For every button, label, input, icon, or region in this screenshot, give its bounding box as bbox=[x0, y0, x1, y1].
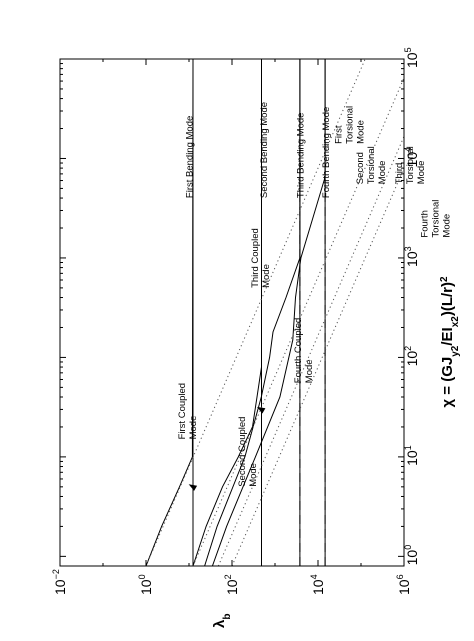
y-tick-base: 10 bbox=[396, 579, 412, 595]
annotation-line: Second Bending Mode bbox=[259, 102, 270, 198]
annotation-line: Third Coupled bbox=[250, 228, 261, 288]
annotation-line: Torsional bbox=[366, 146, 377, 184]
annotation-line: Mode bbox=[261, 264, 272, 288]
x-tick-exp: 2 bbox=[403, 346, 413, 351]
series-second-coupled-mode bbox=[192, 59, 262, 566]
annotation-line: Mode bbox=[355, 120, 366, 144]
y-axis-title: λb bbox=[211, 614, 233, 628]
x-tick-exp: 4 bbox=[403, 147, 413, 152]
y-tick-base: 10 bbox=[224, 579, 240, 595]
x-tick-label: 100 bbox=[403, 545, 420, 566]
x-tick-base: 10 bbox=[404, 450, 420, 466]
series-first-coupled-mode bbox=[145, 59, 194, 566]
annotation-line: Fourth Bending Mode bbox=[321, 107, 332, 198]
annotation-line: Third Bending Mode bbox=[296, 113, 307, 199]
x-title-suffix: )(L/r) bbox=[439, 282, 456, 316]
annotation-first-coupled: First CoupledMode bbox=[177, 383, 199, 440]
y-tick-exp: 4 bbox=[309, 574, 319, 579]
annotation-second-coupled: Second CoupledMode bbox=[237, 417, 259, 487]
annotation-third-bending: Third Bending Mode bbox=[296, 113, 307, 199]
x-tick-exp: 0 bbox=[403, 545, 413, 550]
annotation-fourth-coupled: Fourth CoupledMode bbox=[293, 318, 315, 383]
y-tick-label: 104 bbox=[309, 574, 326, 595]
x-tick-label: 105 bbox=[403, 47, 420, 68]
x-tick-label: 104 bbox=[403, 147, 420, 168]
series-fourth-coupled-mode bbox=[211, 59, 326, 566]
y-title-sub: b bbox=[222, 614, 233, 620]
annotation-line: Second Coupled bbox=[237, 417, 248, 487]
annotation-line: Mode bbox=[188, 416, 199, 440]
annotation-line: Fourth Coupled bbox=[293, 318, 304, 383]
annotation-second-torsional: SecondTorsionalMode bbox=[355, 146, 388, 184]
x-tick-exp: 3 bbox=[403, 246, 413, 251]
annotation-line: Torsional bbox=[344, 106, 355, 144]
y-tick-exp: −2 bbox=[51, 569, 61, 579]
x-tick-base: 10 bbox=[404, 251, 420, 267]
y-tick-base: 10 bbox=[138, 579, 154, 595]
annotation-fourth-torsional: FourthTorsionalMode bbox=[419, 200, 452, 238]
series-first-torsional-mode bbox=[145, 59, 366, 566]
annotation-line: Fourth bbox=[419, 210, 430, 237]
x-tick-label: 103 bbox=[403, 246, 420, 267]
x-title-sup: 2 bbox=[439, 276, 450, 282]
annotation-line: Mode bbox=[377, 161, 388, 185]
annotation-line: Torsional bbox=[430, 200, 441, 238]
annotation-first-torsional: FirstTorsionalMode bbox=[333, 106, 366, 144]
y-tick-label: 102 bbox=[223, 574, 240, 595]
y-tick-exp: 0 bbox=[137, 574, 147, 579]
x-tick-exp: 5 bbox=[403, 47, 413, 52]
annotation-line: Second bbox=[355, 152, 366, 184]
annotation-fourth-bending: Fourth Bending Mode bbox=[321, 107, 332, 198]
x-title-sub1: y2 bbox=[450, 345, 461, 357]
annotations: Fourth Bending Mode Third Bending Mode Sec… bbox=[177, 102, 453, 487]
series-third-coupled-mode bbox=[204, 59, 301, 566]
x-tick-label: 102 bbox=[403, 346, 420, 367]
annotation-line: Torsional bbox=[405, 146, 416, 184]
y-tick-label: 10−2 bbox=[51, 569, 68, 595]
y-tick-exp: 2 bbox=[223, 574, 233, 579]
annotation-line: First Coupled bbox=[177, 383, 188, 440]
mode-lines bbox=[145, 59, 404, 566]
x-tick-exp: 1 bbox=[403, 445, 413, 450]
y-tick-label: 106 bbox=[395, 574, 412, 595]
x-tick-base: 10 bbox=[404, 351, 420, 367]
arrow-mark bbox=[188, 484, 198, 491]
annotation-line: First Bending Mode bbox=[184, 116, 195, 198]
annotation-line: Third bbox=[394, 163, 405, 185]
annotation-line: Mode bbox=[248, 463, 259, 487]
x-title-sub2: x2 bbox=[450, 316, 461, 328]
x-tick-base: 10 bbox=[404, 52, 420, 68]
x-axis-title: χ = (GJy2/EIx2)(L/r)2 bbox=[439, 276, 461, 408]
x-title-prefix: χ = (GJ bbox=[439, 357, 456, 408]
annotation-third-coupled: Third CoupledMode bbox=[250, 228, 272, 288]
x-tick-label: 101 bbox=[403, 445, 420, 466]
y-tick-base: 10 bbox=[52, 579, 68, 595]
annotation-line: Mode bbox=[304, 359, 315, 383]
annotation-second-bending: Second Bending Mode bbox=[259, 102, 270, 198]
annotation-line: Mode bbox=[416, 161, 427, 185]
annotation-third-torsional: ThirdTorsionalMode bbox=[394, 146, 427, 184]
y-tick-base: 10 bbox=[310, 579, 326, 595]
x-tick-base: 10 bbox=[404, 550, 420, 566]
annotation-first-bending: First Bending Mode bbox=[184, 116, 195, 198]
x-title-mid: /EI bbox=[439, 327, 456, 345]
annotation-line: First bbox=[333, 125, 344, 144]
annotation-line: Mode bbox=[441, 214, 452, 238]
x-tick-base: 10 bbox=[404, 152, 420, 168]
y-tick-label: 100 bbox=[137, 574, 154, 595]
arrow-mark bbox=[256, 406, 266, 414]
y-title-main: λ bbox=[211, 619, 228, 628]
y-tick-exp: 6 bbox=[395, 574, 405, 579]
